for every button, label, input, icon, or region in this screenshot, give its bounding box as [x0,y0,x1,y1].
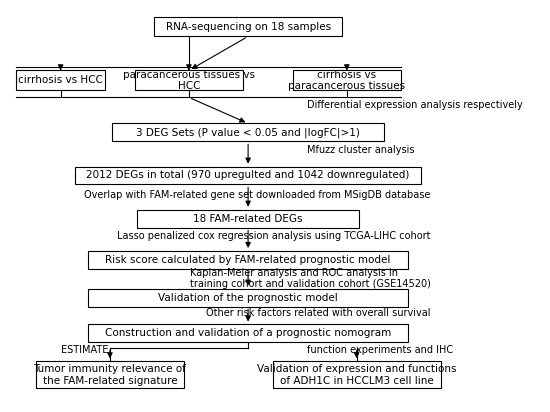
Text: 18 FAM-related DEGs: 18 FAM-related DEGs [194,213,303,224]
Text: Lasso penalized cox regression analysis using TCGA-LIHC cohort: Lasso penalized cox regression analysis … [117,231,431,241]
FancyBboxPatch shape [273,361,441,388]
Text: 2012 DEGs in total (970 upregulted and 1042 downregulated): 2012 DEGs in total (970 upregulted and 1… [86,171,410,180]
FancyBboxPatch shape [75,166,421,185]
Text: Other risk factors related with overall survival: Other risk factors related with overall … [206,308,431,318]
FancyBboxPatch shape [293,70,401,90]
FancyBboxPatch shape [88,288,409,307]
Text: RNA-sequencing on 18 samples: RNA-sequencing on 18 samples [166,21,331,31]
Text: Validation of expression and functions
of ADH1C in HCCLM3 cell line: Validation of expression and functions o… [257,364,456,386]
Text: 3 DEG Sets (P value < 0.05 and |logFC|>1): 3 DEG Sets (P value < 0.05 and |logFC|>1… [136,127,360,138]
Text: cirrhosis vs
paracancerous tissues: cirrhosis vs paracancerous tissues [288,70,405,91]
Text: ESTIMATE: ESTIMATE [60,345,108,355]
FancyBboxPatch shape [88,251,409,269]
Text: paracancerous tissues vs
HCC: paracancerous tissues vs HCC [123,70,255,91]
Text: function experiments and IHC: function experiments and IHC [307,345,453,355]
Text: Kaplan-Meier analysis and ROC analysis in
training cohort and validation cohort : Kaplan-Meier analysis and ROC analysis i… [190,268,431,289]
FancyBboxPatch shape [36,361,184,388]
FancyBboxPatch shape [137,210,359,227]
Text: cirrhosis vs HCC: cirrhosis vs HCC [18,75,103,85]
FancyBboxPatch shape [112,124,384,141]
Text: Tumor immunity relevance of
the FAM-related signature: Tumor immunity relevance of the FAM-rela… [34,364,186,386]
Text: Mfuzz cluster analysis: Mfuzz cluster analysis [307,145,415,155]
FancyBboxPatch shape [88,325,409,342]
Text: Risk score calculated by FAM-related prognostic model: Risk score calculated by FAM-related pro… [106,255,391,265]
FancyBboxPatch shape [135,70,243,90]
FancyBboxPatch shape [155,16,342,36]
Text: Validation of the prognostic model: Validation of the prognostic model [158,293,338,302]
FancyBboxPatch shape [16,70,105,90]
Text: Differential expression analysis respectively: Differential expression analysis respect… [307,100,523,110]
Text: Overlap with FAM-related gene set downloaded from MSigDB database: Overlap with FAM-related gene set downlo… [84,190,431,200]
Text: Construction and validation of a prognostic nomogram: Construction and validation of a prognos… [105,328,391,338]
